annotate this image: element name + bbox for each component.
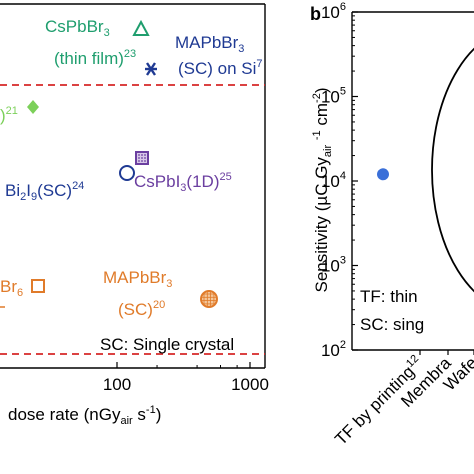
panel-label: b (310, 4, 321, 24)
y-tick-label: 106 (321, 1, 346, 22)
x-axis-label: dose rate (nGyair s-1) (8, 404, 161, 427)
y-tick-label: 102 (321, 339, 346, 360)
legend-note: SC: Single crystal (100, 335, 234, 354)
marker-circle (119, 165, 135, 181)
marker-dot (138, 154, 140, 156)
marker-dot (141, 160, 143, 162)
marker-triangle (132, 19, 150, 36)
x-tick-label: 1000 (231, 375, 269, 394)
marker-asterisk-stroke (146, 62, 156, 76)
marker-square (31, 279, 45, 293)
marker-dot (144, 160, 146, 162)
data-point (377, 168, 389, 181)
marker-dot (138, 157, 140, 159)
point-label: )21 (0, 105, 18, 125)
marker-dot (141, 157, 143, 159)
point-label: CsPbBr3 (45, 17, 110, 39)
point-label: MAPbBr3 (175, 33, 244, 55)
marker-dot (144, 154, 146, 156)
point-label: (thin film)23 (54, 48, 136, 68)
y-tick-label: 103 (321, 255, 346, 276)
group-ellipse (431, 47, 474, 293)
point-label: MAPbBr3 (103, 268, 172, 290)
marker-dot (141, 154, 143, 156)
point-label: Br6 (0, 277, 23, 299)
point-label: (SC) on Si7 (178, 58, 263, 78)
note-tf: TF: thin (360, 287, 418, 306)
x-tick-label: 100 (103, 375, 131, 394)
marker-diamond (27, 100, 39, 114)
marker-dot (144, 157, 146, 159)
marker-circle-hatched (200, 290, 218, 308)
y-tick-label: 104 (321, 170, 346, 191)
marker-dot (138, 160, 140, 162)
point-label: CsPbI3(1D)25 (134, 171, 232, 194)
point-label: (SC)20 (118, 299, 165, 319)
marker-asterisk (145, 62, 157, 76)
subscript: 3 (104, 27, 110, 39)
y-tick-label: 105 (321, 86, 346, 107)
y-axis-label: Sensitivity (µC Gyair -1 cm-2) (311, 87, 334, 292)
point-label: Bi2I9(SC)24 (5, 180, 84, 203)
note-sc: SC: sing (360, 315, 424, 334)
